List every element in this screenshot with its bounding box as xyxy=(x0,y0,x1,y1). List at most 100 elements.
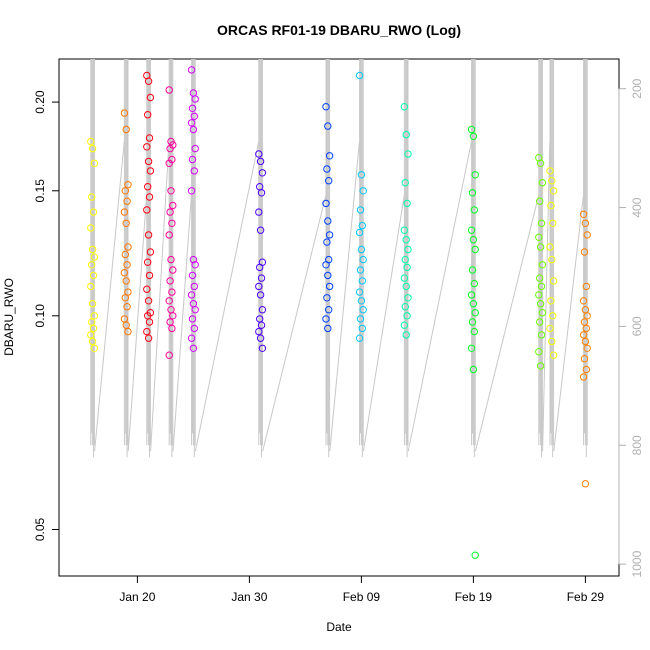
data-point xyxy=(325,177,333,185)
data-point xyxy=(401,179,409,187)
data-point xyxy=(468,189,477,197)
data-point xyxy=(548,337,556,346)
data-point xyxy=(255,150,263,158)
data-point xyxy=(581,337,590,346)
data-point xyxy=(258,169,267,177)
data-point xyxy=(358,324,366,333)
altitude-transit-line xyxy=(474,195,540,452)
data-point xyxy=(580,248,589,256)
y-tick-label: 0.10 xyxy=(33,304,47,328)
data-point xyxy=(538,309,547,317)
data-point xyxy=(168,219,176,228)
data-point xyxy=(537,219,546,228)
y-tick-label: 0.15 xyxy=(33,179,47,203)
data-point xyxy=(535,348,543,356)
data-point xyxy=(357,245,366,254)
y2-tick-label: 400 xyxy=(630,197,644,217)
data-point xyxy=(165,86,173,94)
data-point xyxy=(355,228,364,237)
data-point xyxy=(325,282,334,291)
data-point xyxy=(146,167,155,175)
data-point xyxy=(536,300,545,308)
x-tick-label: Feb 29 xyxy=(567,590,605,604)
data-point xyxy=(468,266,477,274)
data-point xyxy=(538,179,547,187)
data-point xyxy=(122,219,130,228)
data-point xyxy=(583,312,591,320)
data-point xyxy=(88,261,96,269)
altitude-transit-line xyxy=(407,142,472,452)
data-point xyxy=(187,66,196,74)
data-point xyxy=(549,312,557,320)
data-point xyxy=(324,271,332,280)
data-point xyxy=(168,324,176,333)
data-point xyxy=(169,266,177,274)
altitude-transit-line xyxy=(262,195,327,452)
data-point xyxy=(324,217,332,225)
data-point xyxy=(323,165,331,173)
altitude-transit-line xyxy=(150,142,170,452)
data-point xyxy=(549,277,558,285)
data-point xyxy=(190,167,199,175)
data-point xyxy=(548,177,556,185)
data-point xyxy=(325,306,333,314)
data-point xyxy=(144,297,153,305)
data-point xyxy=(87,331,95,339)
x-tick-label: Feb 19 xyxy=(455,590,493,604)
data-point xyxy=(189,344,198,352)
data-point xyxy=(357,171,366,179)
data-point xyxy=(169,201,177,210)
data-point xyxy=(469,132,478,141)
altitude-transit-line xyxy=(553,195,584,452)
data-point xyxy=(325,231,334,239)
data-point xyxy=(121,187,130,195)
data-point xyxy=(358,277,366,285)
data-point xyxy=(121,250,130,259)
data-point xyxy=(403,199,411,208)
data-point xyxy=(123,261,131,269)
data-point xyxy=(322,103,330,111)
data-point xyxy=(403,312,411,320)
data-point xyxy=(120,109,129,117)
data-point xyxy=(536,362,545,370)
data-point xyxy=(187,187,196,195)
data-point xyxy=(322,199,330,208)
data-point xyxy=(467,291,476,299)
data-point xyxy=(169,312,177,320)
data-point xyxy=(255,208,263,216)
data-point xyxy=(359,306,367,314)
data-point xyxy=(535,233,543,242)
altitude-transit-line xyxy=(542,142,551,452)
data-point xyxy=(144,183,152,191)
data-point xyxy=(467,344,476,352)
data-point xyxy=(538,261,547,269)
data-point xyxy=(401,255,409,264)
data-point xyxy=(124,243,132,251)
data-point xyxy=(191,95,199,103)
data-point xyxy=(256,263,264,272)
data-point xyxy=(191,144,199,153)
data-point xyxy=(88,337,97,346)
altitude-trace-layer xyxy=(90,59,588,458)
data-point xyxy=(258,306,267,314)
data-point xyxy=(404,294,412,302)
chart-title: ORCAS RF01-19 DBARU_RWO (Log) xyxy=(217,22,461,38)
data-point xyxy=(583,231,591,239)
data-point xyxy=(121,294,130,302)
y2-tick-label: 200 xyxy=(630,78,644,98)
data-point xyxy=(191,306,199,314)
data-point xyxy=(167,187,175,195)
data-point xyxy=(580,355,589,363)
data-point xyxy=(404,150,412,158)
data-point xyxy=(355,71,364,80)
data-point xyxy=(90,253,99,261)
data-point xyxy=(400,103,409,111)
x-tick-label: Jan 20 xyxy=(119,590,155,604)
data-point xyxy=(467,125,476,134)
data-point xyxy=(188,104,197,113)
data-point xyxy=(402,236,410,244)
data-point xyxy=(323,294,331,302)
data-point xyxy=(122,125,130,134)
data-point xyxy=(469,365,478,374)
